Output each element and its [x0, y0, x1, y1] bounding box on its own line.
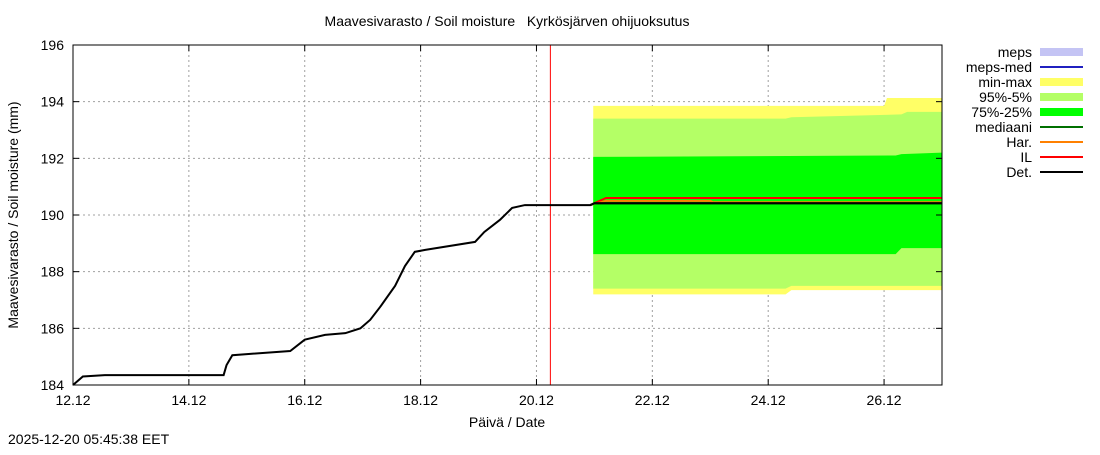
legend-label: IL — [1020, 149, 1032, 165]
legend-label: 95%-5% — [979, 89, 1032, 105]
x-tick-label: 24.12 — [751, 392, 786, 408]
y-tick-label: 186 — [41, 320, 65, 336]
series-line-det — [72, 202, 942, 386]
y-tick-label: 184 — [41, 377, 65, 393]
y-tick-label: 194 — [41, 94, 65, 110]
legend-swatch — [1040, 93, 1083, 101]
x-tick-label: 16.12 — [287, 392, 322, 408]
legend-swatch — [1040, 78, 1083, 86]
legend-label: min-max — [978, 74, 1032, 90]
x-tick-label: 22.12 — [635, 392, 670, 408]
legend-label: meps — [998, 44, 1032, 60]
x-tick-label: 12.12 — [55, 392, 90, 408]
y-tick-label: 190 — [41, 207, 65, 223]
x-tick-label: 26.12 — [867, 392, 902, 408]
x-tick-label: 20.12 — [519, 392, 554, 408]
legend-label: Det. — [1006, 164, 1032, 180]
y-axis-label: Maavesivarasto / Soil moisture (mm) — [5, 101, 21, 328]
legend-label: Har. — [1006, 134, 1032, 150]
legend-swatch — [1040, 48, 1083, 56]
legend-label: meps-med — [966, 59, 1032, 75]
y-tick-label: 192 — [41, 150, 65, 166]
y-tick-label: 188 — [41, 264, 65, 280]
y-tick-label: 196 — [41, 37, 65, 53]
x-tick-label: 18.12 — [403, 392, 438, 408]
x-tick-label: 14.12 — [171, 392, 206, 408]
legend-swatch — [1040, 108, 1083, 116]
legend-label: mediaani — [975, 119, 1032, 135]
timestamp: 2025-12-20 05:45:38 EET — [8, 431, 170, 447]
chart-title: Maavesivarasto / Soil moisture Kyrkösjär… — [325, 13, 690, 29]
x-axis-label: Päivä / Date — [469, 414, 545, 430]
legend-label: 75%-25% — [971, 104, 1032, 120]
